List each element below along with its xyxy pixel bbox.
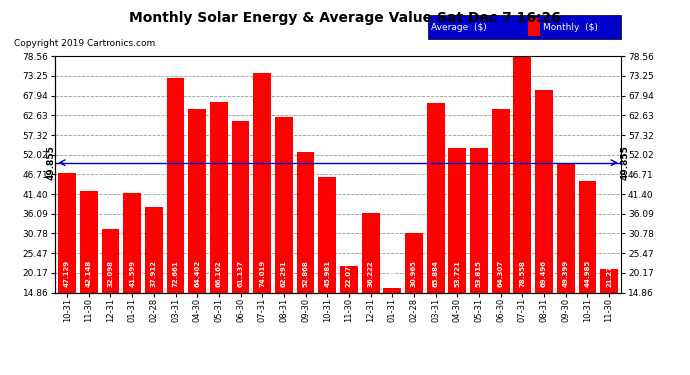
Bar: [535, 90, 553, 292]
Text: 36.222: 36.222: [368, 260, 373, 287]
Bar: [210, 102, 228, 292]
Text: Monthly  ($): Monthly ($): [543, 22, 598, 32]
Text: 22.077: 22.077: [346, 260, 352, 287]
Text: 53.721: 53.721: [454, 260, 460, 287]
Text: 49.399: 49.399: [563, 260, 569, 287]
Bar: [297, 152, 315, 292]
Text: 64.402: 64.402: [194, 260, 200, 287]
Bar: [578, 181, 596, 292]
Text: 49.855: 49.855: [46, 145, 55, 180]
Bar: [362, 213, 380, 292]
Text: 49.855: 49.855: [621, 145, 630, 180]
Text: 53.815: 53.815: [476, 260, 482, 287]
Text: 47.129: 47.129: [64, 260, 70, 287]
Bar: [492, 109, 510, 292]
Text: 72.661: 72.661: [172, 260, 179, 287]
Text: 61.137: 61.137: [237, 260, 244, 287]
Text: 69.496: 69.496: [541, 260, 547, 287]
Text: Monthly Solar Energy & Average Value Sat Dec 7 16:26: Monthly Solar Energy & Average Value Sat…: [129, 11, 561, 25]
Bar: [253, 73, 271, 292]
Text: 52.868: 52.868: [303, 260, 308, 287]
Text: 42.148: 42.148: [86, 260, 92, 287]
Bar: [426, 103, 444, 292]
Bar: [340, 266, 358, 292]
Bar: [232, 121, 250, 292]
Text: 45.981: 45.981: [324, 260, 331, 287]
Text: 16.107: 16.107: [389, 260, 395, 287]
Text: 21.277: 21.277: [606, 260, 612, 287]
Text: 62.291: 62.291: [281, 260, 287, 287]
Text: 32.098: 32.098: [108, 260, 113, 287]
Text: 65.884: 65.884: [433, 260, 439, 287]
Text: 66.162: 66.162: [216, 260, 222, 287]
Bar: [405, 233, 423, 292]
Text: Copyright 2019 Cartronics.com: Copyright 2019 Cartronics.com: [14, 39, 155, 48]
Bar: [80, 191, 98, 292]
Text: 44.985: 44.985: [584, 260, 591, 287]
Bar: [275, 117, 293, 292]
Bar: [600, 269, 618, 292]
Text: 41.599: 41.599: [129, 260, 135, 287]
Bar: [384, 288, 401, 292]
Text: Average  ($): Average ($): [431, 22, 487, 32]
Bar: [188, 109, 206, 292]
Bar: [124, 194, 141, 292]
Bar: [470, 148, 488, 292]
Bar: [166, 78, 184, 292]
Text: 64.307: 64.307: [497, 260, 504, 287]
Text: 78.558: 78.558: [520, 260, 525, 287]
Bar: [557, 164, 575, 292]
Bar: [101, 229, 119, 292]
Text: 30.965: 30.965: [411, 260, 417, 287]
Text: 74.019: 74.019: [259, 260, 265, 287]
Text: 37.912: 37.912: [151, 260, 157, 287]
Bar: [58, 173, 76, 292]
Bar: [448, 148, 466, 292]
Bar: [318, 177, 336, 292]
Bar: [145, 207, 163, 292]
Bar: [513, 56, 531, 292]
